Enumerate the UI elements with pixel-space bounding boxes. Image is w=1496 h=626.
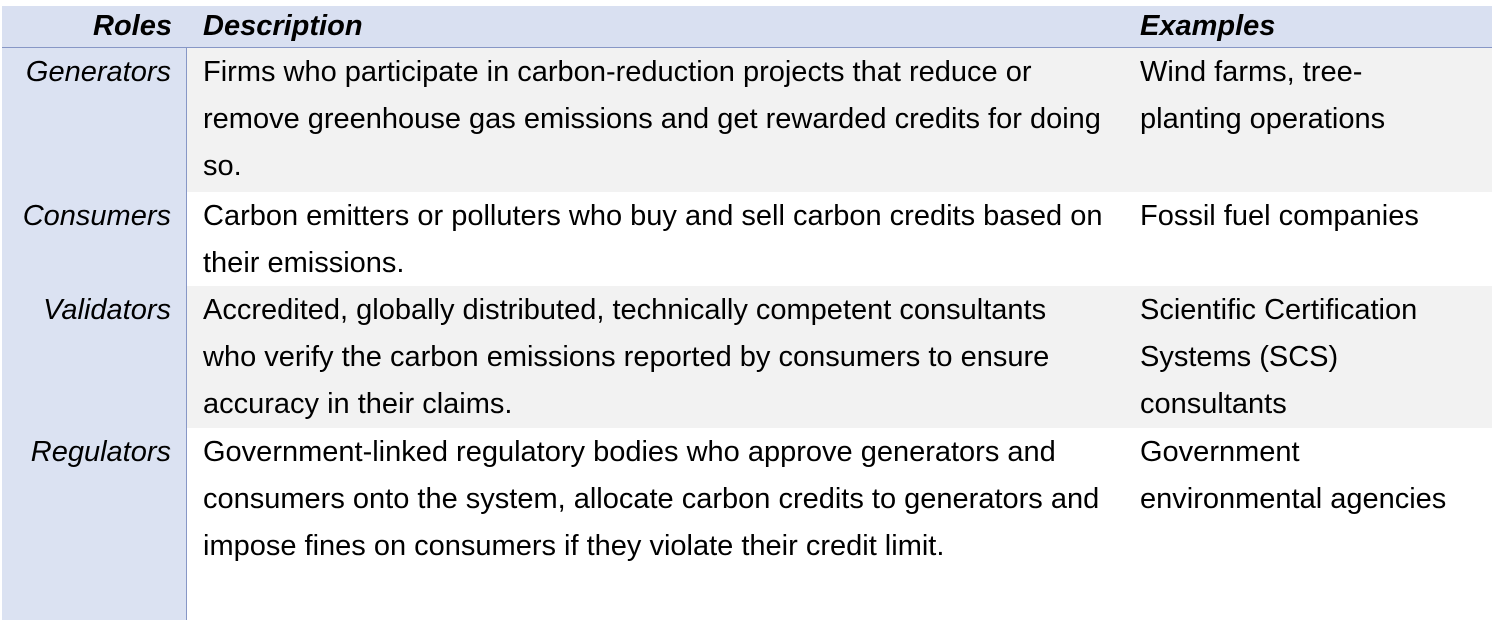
examples-cell: Fossil fuel companies (1125, 192, 1492, 286)
table-header-row: Roles Description Examples (2, 6, 1492, 48)
table-row-validators: Validators Accredited, globally distribu… (2, 286, 1492, 428)
description-cell: Carbon emitters or polluters who buy and… (187, 192, 1125, 286)
table-row-regulators: Regulators Government-linked regulatory … (2, 428, 1492, 620)
role-cell: Regulators (2, 428, 187, 620)
role-cell: Consumers (2, 192, 187, 286)
header-roles: Roles (2, 6, 187, 48)
header-examples: Examples (1125, 6, 1492, 48)
examples-cell: Scientific Certification Systems (SCS) c… (1125, 286, 1492, 428)
roles-table: Roles Description Examples Generators Fi… (2, 6, 1492, 620)
table-row-generators: Generators Firms who participate in carb… (2, 48, 1492, 192)
description-cell: Firms who participate in carbon-reductio… (187, 48, 1125, 192)
role-cell: Validators (2, 286, 187, 428)
table-row-consumers: Consumers Carbon emitters or polluters w… (2, 192, 1492, 286)
description-cell: Accredited, globally distributed, techni… (187, 286, 1125, 428)
examples-cell: Wind farms, tree-planting operations (1125, 48, 1492, 192)
role-cell: Generators (2, 48, 187, 192)
description-cell: Government-linked regulatory bodies who … (187, 428, 1125, 620)
examples-cell: Government environmental agencies (1125, 428, 1492, 620)
header-description: Description (187, 6, 1125, 48)
